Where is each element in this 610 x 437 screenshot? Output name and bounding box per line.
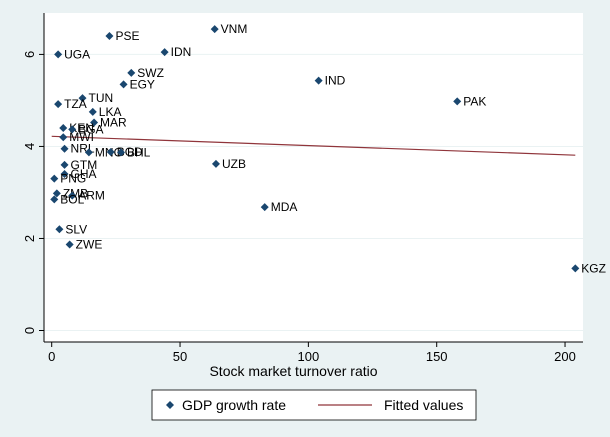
point-label: ARM (78, 189, 105, 203)
point-label: MAR (100, 116, 127, 130)
scatter-point (90, 118, 99, 127)
x-tick-label: 50 (173, 349, 187, 364)
scatter-point (453, 97, 462, 106)
scatter-point (314, 76, 323, 85)
point-label: GHA (71, 167, 97, 181)
point-label: LKA (99, 105, 122, 119)
scatter-point (160, 48, 169, 57)
scatter-point (52, 189, 61, 198)
point-label: GTM (71, 158, 98, 172)
point-label: MWI (69, 130, 94, 144)
point-label: KEN (69, 121, 94, 135)
y-tick-label: 0 (22, 327, 37, 334)
scatter-point (119, 80, 128, 89)
point-label: UGA (64, 47, 90, 61)
point-label: PNG (60, 172, 86, 186)
point-label: BGD (117, 145, 143, 159)
scatter-point (59, 133, 68, 142)
scatter-point (54, 100, 63, 109)
scatter-point (68, 125, 77, 134)
point-label: BHL (127, 145, 151, 159)
legend: GDP growth rate Fitted values (151, 389, 477, 421)
scatter-point (59, 124, 68, 133)
scatter-point (260, 203, 269, 212)
point-label: MDA (271, 200, 298, 214)
point-label: IDN (171, 45, 192, 59)
scatter-point (127, 68, 136, 77)
scatter-point (78, 94, 87, 103)
scatter-point (60, 160, 69, 169)
x-axis-title: Stock market turnover ratio (209, 363, 377, 379)
legend-label-fitted: Fitted values (384, 397, 463, 413)
scatter-point (84, 148, 93, 157)
y-tick-label: 2 (22, 235, 37, 242)
y-tick-label: 6 (22, 51, 37, 58)
plot-area (44, 13, 583, 342)
x-tick-label: 0 (48, 349, 55, 364)
scatter-point (55, 225, 64, 234)
point-label: IND (325, 74, 346, 88)
point-label: PSE (115, 29, 139, 43)
scatter-point (571, 264, 580, 273)
fitted-line-group (51, 135, 576, 156)
legend-label-gdp: GDP growth rate (182, 397, 286, 413)
scatter-point (106, 147, 115, 156)
fitted-line (51, 135, 576, 156)
point-label: ZMB (63, 186, 88, 200)
scatter-point (117, 148, 125, 157)
point-label: EGY (130, 77, 155, 91)
point-label: BGA (78, 122, 103, 136)
x-tick-label: 200 (554, 349, 576, 364)
x-tick-label: 150 (426, 349, 448, 364)
point-label: PAK (463, 94, 486, 108)
scatter-point (54, 50, 63, 59)
point-label: TUN (89, 91, 114, 105)
scatter-point (60, 144, 69, 153)
point-label: SLV (65, 222, 87, 236)
scatter-point (211, 159, 220, 168)
scatter-point (50, 174, 59, 183)
scatter-point (65, 240, 74, 249)
scatter-point (210, 25, 219, 34)
scatter-point (105, 32, 114, 41)
legend-marker-diamond (166, 401, 174, 409)
point-label: VNM (221, 22, 248, 36)
legend-box (151, 389, 477, 421)
y-tick-label: 4 (22, 143, 37, 150)
scatter-point (60, 170, 69, 179)
axes: 0 2 4 6 0 50 100 150 200 (22, 13, 583, 364)
scatter-point (50, 195, 59, 204)
point-label: SWZ (137, 66, 164, 80)
point-label: UZB (222, 157, 246, 171)
gridlines (44, 53, 583, 331)
x-tick-label: 100 (298, 349, 320, 364)
point-label: TZA (64, 97, 87, 111)
point-label: KGZ (581, 261, 606, 275)
point-label: ZWE (76, 237, 103, 251)
point-label: BOL (60, 192, 84, 206)
scatter-point (68, 191, 77, 200)
scatter-point (88, 107, 97, 116)
